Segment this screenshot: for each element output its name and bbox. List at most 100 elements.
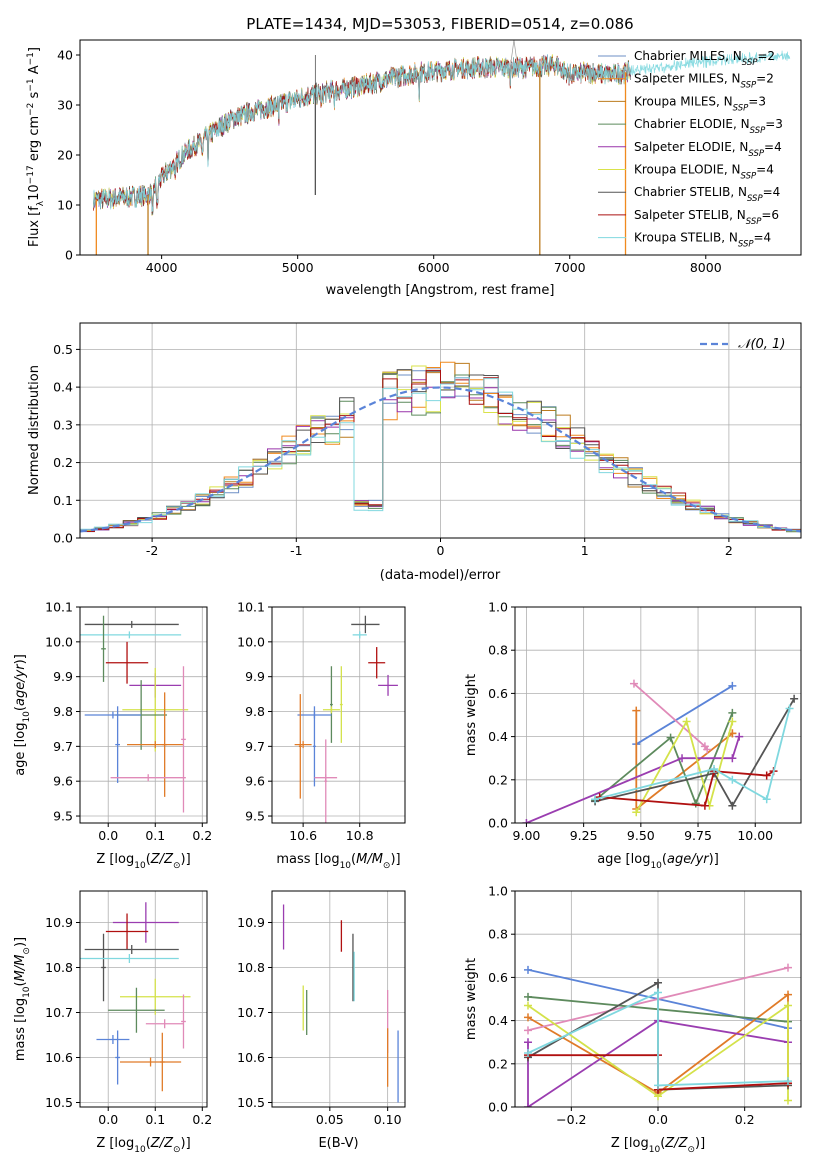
weight-marker xyxy=(784,1077,792,1086)
y-tick-label: 0.5 xyxy=(53,342,73,357)
weight-marker xyxy=(784,963,792,972)
mass_vs_Z-xlabel: Z [log10(Z/Z⊙)] xyxy=(96,1136,190,1155)
y-tick-label: 0.4 xyxy=(488,729,508,744)
spectrum-line-9 xyxy=(93,50,791,213)
gaussian-curve xyxy=(80,386,801,533)
weight-vs-age-panel: 9.00 9.25 9.50 9.75 10.00 0.0 0.2 0.4 0.6 0.8 1.0 a… xyxy=(464,600,802,871)
x-tick-label: 2 xyxy=(725,543,733,558)
weight_vs_Z-ylabel: mass weight xyxy=(464,958,479,1040)
weight-line-7 xyxy=(594,698,795,808)
weight-marker xyxy=(762,771,771,780)
y-tick-label: 1.0 xyxy=(488,884,508,899)
y-tick-label: 9.5 xyxy=(245,809,265,824)
y-tick-label: 40 xyxy=(57,48,73,63)
x-tick-label: 9.50 xyxy=(627,828,655,843)
spectrum-halpha-spike xyxy=(509,40,519,71)
weight-marker xyxy=(784,1096,792,1105)
plot-area xyxy=(294,615,398,823)
spectrum-ylabel: Flux [fλ10−17 erg cm−2 s−1 A−1] xyxy=(26,47,46,247)
x-tick-label: 5000 xyxy=(282,260,314,275)
y-tick-label: 20 xyxy=(57,148,73,163)
x-tick-label: 6000 xyxy=(418,260,450,275)
y-tick-label: 0.0 xyxy=(53,531,73,546)
weight-vs-metallicity-panel: −0.2 0.0 0.2 0.0 0.2 0.4 0.6 0.8 1.0 Z [log10(Z/Z… xyxy=(464,884,802,1155)
y-tick-label: 0.1 xyxy=(53,493,73,508)
y-tick-label: 0.8 xyxy=(488,643,508,658)
plot-area xyxy=(80,361,801,533)
weight-marker xyxy=(666,733,675,742)
weight-marker xyxy=(654,978,662,987)
weight-marker xyxy=(784,990,792,999)
x-tick-label: 10.6 xyxy=(289,828,317,843)
y-tick-label: 10.6 xyxy=(237,1050,265,1065)
age_vs_mass-xlabel: mass [log10(M/M⊙)] xyxy=(276,852,400,871)
y-tick-label: 10.1 xyxy=(237,600,265,615)
weight-marker xyxy=(784,1001,792,1010)
weight-marker xyxy=(524,1026,532,1035)
weight-marker xyxy=(682,717,691,726)
y-tick-label: 9.8 xyxy=(245,704,265,719)
x-tick-label: 0.0 xyxy=(648,1112,668,1127)
x-tick-label: 10.00 xyxy=(737,828,773,843)
mass_vs_Z-ylabel: mass [log10(M/M⊙)] xyxy=(13,937,32,1061)
weight-marker xyxy=(524,1103,532,1107)
legend-label-2: Salpeter MILES, NSSP=2 xyxy=(634,72,774,91)
legend-label-8: Salpeter STELIB, NSSP=6 xyxy=(634,208,779,227)
y-tick-label: 9.7 xyxy=(53,739,73,754)
y-tick-label: 0.6 xyxy=(488,686,508,701)
weight-marker xyxy=(728,775,737,784)
age-vs-mass-panel: 10.6 10.8 9.5 9.6 9.7 9.8 9.9 10.0 10.1 mass [log… xyxy=(237,600,406,871)
weight-marker xyxy=(524,965,532,974)
y-tick-label: 0.3 xyxy=(53,417,73,432)
y-tick-label: 10 xyxy=(57,198,73,213)
y-tick-label: 9.9 xyxy=(245,669,265,684)
weight-marker xyxy=(524,992,532,1001)
spectrum-panel: 4000 5000 6000 7000 8000 0 10 20 30 40 wavelength … xyxy=(26,39,802,298)
weight-marker xyxy=(629,679,638,688)
weight-marker xyxy=(762,795,771,804)
x-tick-label: 0.2 xyxy=(192,828,212,843)
residual-histogram-panel: -2 -1 0 1 2 0.0 0.1 0.2 0.3 0.4 0.5 (data-model)/er… xyxy=(27,322,802,583)
axes-frame xyxy=(79,606,208,824)
weight-marker xyxy=(691,799,700,808)
axes-frame xyxy=(271,890,406,1108)
histogram-ylabel: Normed distribution xyxy=(27,365,42,495)
weight-marker xyxy=(522,819,531,823)
y-tick-label: 0.0 xyxy=(488,1100,508,1115)
x-tick-label: −0.2 xyxy=(556,1112,586,1127)
y-tick-label: 0.4 xyxy=(53,380,73,395)
x-tick-label: 10.8 xyxy=(346,828,374,843)
weight-line-1 xyxy=(635,685,733,745)
x-tick-label: 0.1 xyxy=(145,828,165,843)
y-tick-label: 10.8 xyxy=(45,960,73,975)
axes-frame xyxy=(514,606,802,824)
weight-marker xyxy=(790,694,799,703)
y-tick-label: 10.5 xyxy=(45,1095,73,1110)
y-tick-label: 10.9 xyxy=(237,915,265,930)
x-tick-label: 9.00 xyxy=(513,828,541,843)
legend-label-3: Kroupa MILES, NSSP=3 xyxy=(634,94,766,113)
y-tick-label: 0.6 xyxy=(488,970,508,985)
weight-marker xyxy=(524,1038,532,1047)
weight-marker xyxy=(735,732,744,741)
y-tick-label: 10.6 xyxy=(45,1050,73,1065)
weight-marker xyxy=(524,1001,532,1010)
legend-label-9: Kroupa STELIB, NSSP=4 xyxy=(634,231,771,250)
y-tick-label: 0.0 xyxy=(488,816,508,831)
y-tick-label: 9.9 xyxy=(53,669,73,684)
histogram-steps-9 xyxy=(80,377,801,531)
axes-frame xyxy=(79,39,802,256)
weight-marker xyxy=(524,1049,532,1057)
y-tick-label: 0.2 xyxy=(488,772,508,787)
weight-marker xyxy=(654,988,662,997)
mass_vs_ebv-xlabel: E(B-V) xyxy=(318,1136,358,1151)
plot-area xyxy=(93,40,791,255)
x-tick-label: 0.2 xyxy=(735,1112,755,1127)
y-tick-label: 0.2 xyxy=(488,1056,508,1071)
weight-marker xyxy=(524,1013,532,1022)
y-tick-label: 9.5 xyxy=(53,809,73,824)
y-tick-label: 9.6 xyxy=(245,774,265,789)
y-tick-label: 10.8 xyxy=(237,960,265,975)
weight-line-5 xyxy=(527,1019,789,1107)
